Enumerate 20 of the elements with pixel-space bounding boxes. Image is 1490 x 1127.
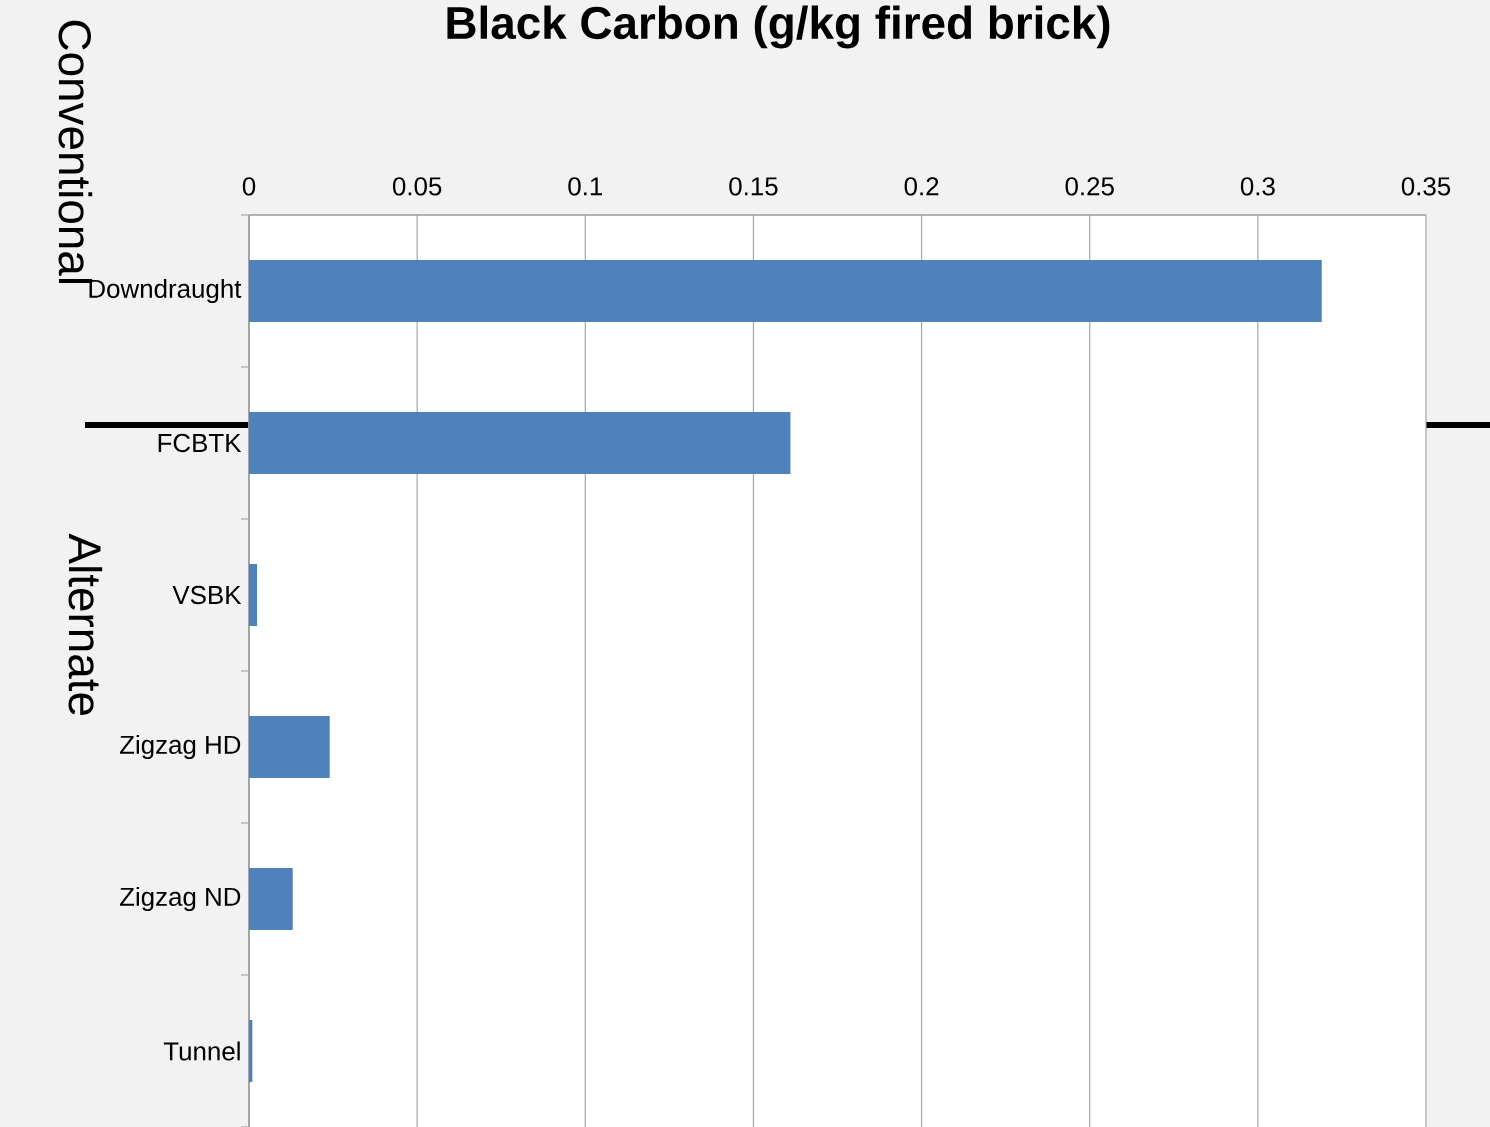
bar xyxy=(249,412,791,475)
x-tick-label: 0.15 xyxy=(729,177,778,196)
y-tick-label: VSBK xyxy=(172,585,242,605)
bar xyxy=(249,260,1322,323)
bar xyxy=(249,564,258,627)
y-tick-label: Zigzag HD xyxy=(119,734,241,760)
x-tick-label: 0.3 xyxy=(1240,177,1275,196)
x-tick-label: 0.35 xyxy=(1401,177,1451,196)
x-tick-label: 0 xyxy=(242,177,256,196)
y-tick-label: Zigzag ND xyxy=(119,886,241,912)
x-tick-label: 0.25 xyxy=(1065,177,1114,196)
bar xyxy=(249,868,293,931)
text: Alternate xyxy=(68,533,103,715)
bar xyxy=(249,716,330,779)
y-tick-label: Tunnel xyxy=(163,1041,240,1061)
y-tick-label: FCBTK xyxy=(158,433,242,453)
x-tick-label: 0.1 xyxy=(568,177,603,196)
x-tick-label: 0.05 xyxy=(392,177,442,196)
chart-title: Black Carbon (g/kg fired brick) xyxy=(447,5,1110,49)
x-tick-label: 0.2 xyxy=(904,177,939,196)
